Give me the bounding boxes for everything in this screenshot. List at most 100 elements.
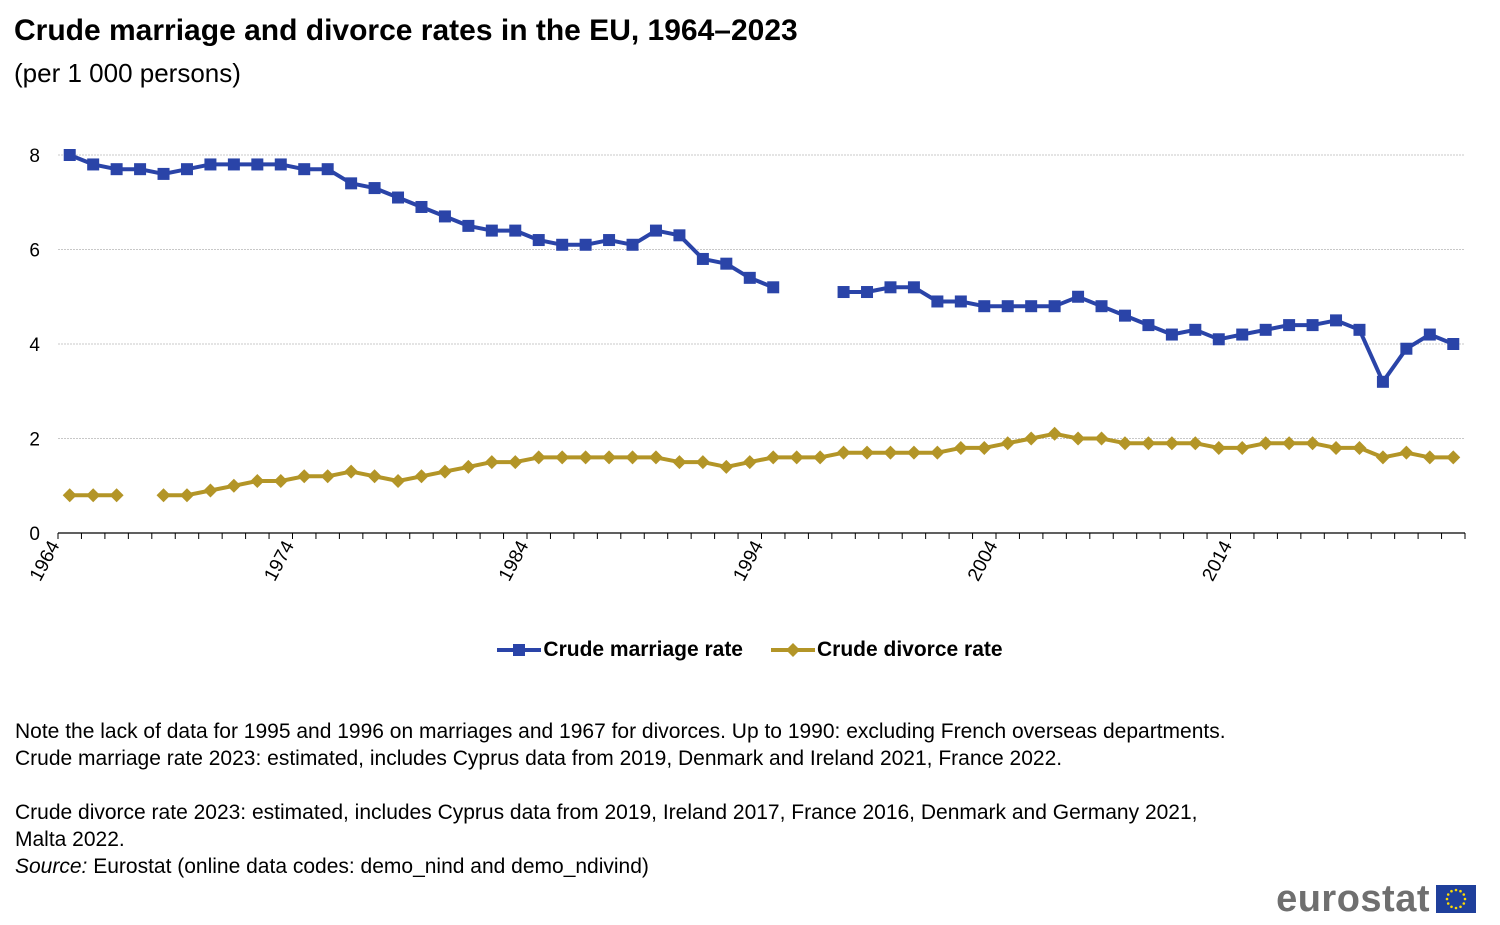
divorce-point[interactable] (789, 450, 804, 465)
marriage-point[interactable] (63, 149, 76, 161)
marriage-point[interactable] (1283, 319, 1296, 332)
marriage-point[interactable] (1212, 333, 1225, 346)
divorce-point[interactable] (1000, 436, 1015, 451)
divorce-point[interactable] (555, 450, 570, 465)
marriage-point[interactable] (1072, 290, 1085, 303)
marriage-point[interactable] (134, 163, 147, 176)
divorce-point[interactable] (226, 478, 241, 493)
divorce-point[interactable] (1422, 450, 1437, 465)
marriage-point[interactable] (87, 158, 100, 171)
marriage-point[interactable] (767, 281, 780, 294)
divorce-point[interactable] (273, 474, 288, 489)
divorce-point[interactable] (250, 474, 265, 489)
divorce-point[interactable] (625, 450, 640, 465)
marriage-point[interactable] (345, 177, 358, 190)
marriage-point[interactable] (1001, 300, 1014, 313)
divorce-point[interactable] (1329, 440, 1344, 455)
legend-item-divorce[interactable]: Crude divorce rate (771, 636, 1003, 664)
marriage-point[interactable] (1118, 309, 1131, 322)
marriage-point[interactable] (931, 295, 944, 308)
divorce-point[interactable] (906, 445, 921, 460)
divorce-point[interactable] (461, 459, 476, 474)
marriage-point[interactable] (603, 234, 616, 247)
divorce-point[interactable] (391, 474, 406, 489)
divorce-point[interactable] (1211, 440, 1226, 455)
marriage-point[interactable] (485, 224, 498, 237)
marriage-point[interactable] (626, 238, 639, 251)
divorce-point[interactable] (1305, 436, 1320, 451)
marriage-point[interactable] (743, 271, 756, 284)
marriage-point[interactable] (227, 158, 240, 171)
marriage-point[interactable] (1165, 328, 1178, 341)
marriage-point[interactable] (649, 224, 662, 237)
divorce-point[interactable] (977, 440, 992, 455)
divorce-point[interactable] (1375, 450, 1390, 465)
marriage-point[interactable] (274, 158, 287, 171)
marriage-point[interactable] (720, 257, 733, 270)
marriage-point[interactable] (837, 286, 850, 299)
marriage-point[interactable] (1025, 300, 1038, 313)
marriage-point[interactable] (298, 163, 311, 176)
marriage-point[interactable] (1048, 300, 1061, 313)
marriage-point[interactable] (1259, 323, 1272, 336)
divorce-point[interactable] (367, 469, 382, 484)
marriage-point[interactable] (1423, 328, 1436, 341)
divorce-point[interactable] (672, 455, 687, 470)
marriage-point[interactable] (180, 163, 193, 176)
divorce-point[interactable] (1235, 440, 1250, 455)
marriage-point[interactable] (884, 281, 897, 294)
marriage-point[interactable] (954, 295, 967, 308)
divorce-point[interactable] (1188, 436, 1203, 451)
divorce-point[interactable] (1071, 431, 1086, 446)
marriage-point[interactable] (1330, 314, 1343, 327)
divorce-point[interactable] (508, 455, 523, 470)
marriage-point[interactable] (907, 281, 920, 294)
marriage-point[interactable] (1447, 338, 1460, 350)
marriage-point[interactable] (321, 163, 334, 176)
divorce-point[interactable] (695, 455, 710, 470)
divorce-point[interactable] (1047, 426, 1062, 441)
marriage-point[interactable] (251, 158, 264, 171)
marriage-point[interactable] (1306, 319, 1319, 332)
divorce-point[interactable] (648, 450, 663, 465)
marriage-point[interactable] (157, 167, 170, 180)
divorce-point[interactable] (484, 455, 499, 470)
marriage-point[interactable] (415, 200, 428, 213)
divorce-point[interactable] (1141, 436, 1156, 451)
divorce-point[interactable] (1258, 436, 1273, 451)
divorce-point[interactable] (320, 469, 335, 484)
divorce-point[interactable] (156, 488, 171, 503)
divorce-point[interactable] (836, 445, 851, 460)
marriage-point[interactable] (978, 300, 991, 313)
marriage-point[interactable] (673, 229, 686, 242)
divorce-point[interactable] (883, 445, 898, 460)
divorce-point[interactable] (930, 445, 945, 460)
divorce-point[interactable] (531, 450, 546, 465)
divorce-point[interactable] (86, 488, 101, 503)
divorce-point[interactable] (953, 440, 968, 455)
marriage-point[interactable] (1189, 323, 1202, 336)
divorce-point[interactable] (742, 455, 757, 470)
marriage-point[interactable] (392, 191, 405, 204)
marriage-point[interactable] (1353, 323, 1366, 336)
divorce-point[interactable] (1024, 431, 1039, 446)
divorce-point[interactable] (602, 450, 617, 465)
marriage-point[interactable] (532, 234, 545, 247)
marriage-point[interactable] (368, 182, 381, 195)
marriage-point[interactable] (556, 238, 569, 251)
marriage-point[interactable] (1400, 342, 1413, 355)
divorce-point[interactable] (1282, 436, 1297, 451)
marriage-point[interactable] (110, 163, 123, 176)
divorce-point[interactable] (437, 464, 452, 479)
divorce-point[interactable] (109, 488, 124, 503)
divorce-point[interactable] (1117, 436, 1132, 451)
divorce-point[interactable] (414, 469, 429, 484)
divorce-point[interactable] (719, 459, 734, 474)
marriage-point[interactable] (438, 210, 451, 223)
divorce-point[interactable] (1399, 445, 1414, 460)
legend-item-marriage[interactable]: Crude marriage rate (497, 636, 743, 664)
marriage-point[interactable] (861, 286, 874, 299)
divorce-point[interactable] (344, 464, 359, 479)
divorce-point[interactable] (1352, 440, 1367, 455)
marriage-point[interactable] (579, 238, 592, 251)
